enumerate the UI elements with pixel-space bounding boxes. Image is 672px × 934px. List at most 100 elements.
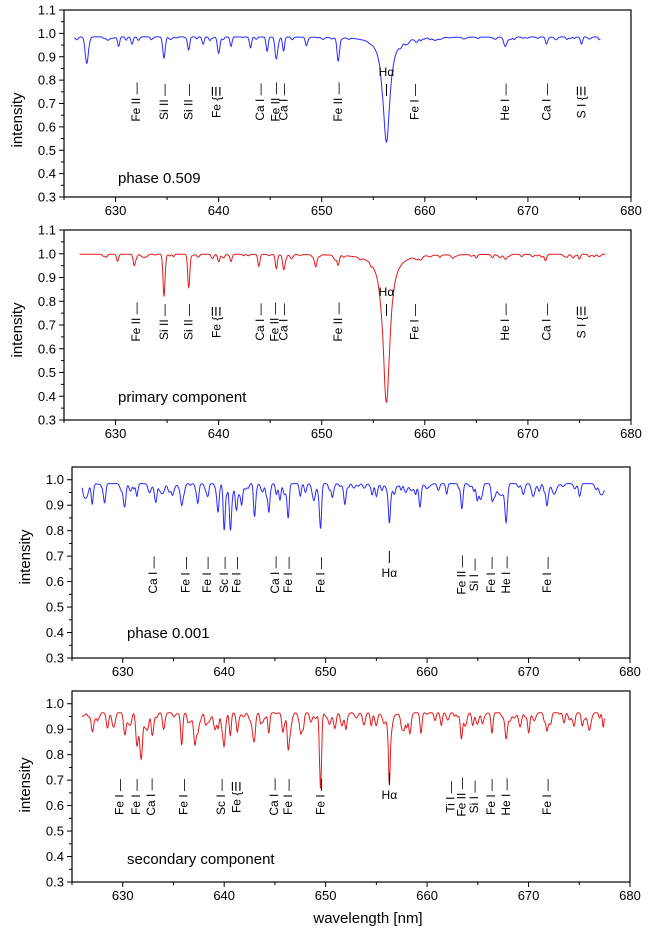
x-tick-label: 680 <box>620 426 642 441</box>
line-id-label: Si II — <box>182 304 196 340</box>
y-tick-label: 0.8 <box>46 747 64 762</box>
y-tick-label: 0.4 <box>46 849 64 864</box>
y-tick-label: 1.0 <box>46 472 64 487</box>
x-tick-label: 630 <box>112 664 134 679</box>
chart-panel-3: 630 640 650 660 670 680 0.3 0.4 0.5 0.6 0.7 0.8 0.9 1… <box>17 466 641 679</box>
panel-annotation: phase 0.001 <box>127 625 210 642</box>
line-id-label: Si II — <box>157 84 171 120</box>
line-id-label: Ca I — <box>277 303 291 340</box>
y-tick-label: 0.8 <box>46 523 64 538</box>
chart-panel-2: 630 640 650 660 670 680 0.3 0.4 0.5 0.6 0.7 0.8 0.9 1… <box>9 223 642 442</box>
panel-annotation: secondary component <box>127 851 275 868</box>
line-id-label: Ca I — <box>253 303 267 340</box>
x-tick-label: 640 <box>213 664 235 679</box>
line-id-label: S I {☰ <box>575 86 589 119</box>
spectrum-line <box>81 483 605 531</box>
line-id-label: Fe I — <box>314 779 328 815</box>
y-tick-label: 0.3 <box>38 190 56 205</box>
line-id-label: Fe II — <box>331 302 345 341</box>
y-tick-label: 0.8 <box>38 73 56 88</box>
y-tick-label: 0.9 <box>46 722 64 737</box>
x-tick-label: 650 <box>311 426 333 441</box>
panels-container: 630 640 650 660 670 680 0.3 0.4 0.5 0.6 0.7 0.8 0.9 1… <box>9 3 642 904</box>
line-id-label: Fe I — <box>484 779 498 815</box>
x-tick-label: 630 <box>105 203 127 218</box>
y-tick-label: 0.5 <box>46 824 64 839</box>
x-tick-label: 670 <box>518 664 540 679</box>
x-tick-label: 650 <box>315 664 337 679</box>
panel-annotation: phase 0.509 <box>118 170 201 187</box>
x-tick-label: 670 <box>517 426 539 441</box>
y-tick-label: 0.5 <box>38 143 56 158</box>
line-id-label: Si I — <box>467 559 481 592</box>
line-id-label: Ca I — <box>277 83 291 120</box>
y-axis-label: intensity <box>9 302 26 358</box>
x-tick-label: 680 <box>619 664 641 679</box>
x-tick-label: 640 <box>213 888 235 903</box>
y-axis-label: intensity <box>17 529 34 585</box>
line-id-label: Sc I — <box>214 779 228 815</box>
line-id-label: Fe I — <box>177 779 191 815</box>
line-id-label: Ti I — <box>443 781 457 813</box>
halpha-label: Hα <box>379 285 395 299</box>
line-id-label: Ca I — <box>144 778 158 815</box>
line-id-label: Fe I — <box>540 557 554 593</box>
line-id-label: Si II — <box>157 304 171 340</box>
spectrum-line <box>79 253 606 403</box>
y-tick-label: 0.4 <box>46 625 64 640</box>
line-id-label: Fe I — <box>484 557 498 593</box>
line-id-label: Ca I — <box>146 556 160 593</box>
line-id-label: Fe I — <box>229 557 243 593</box>
y-tick-label: 0.9 <box>38 270 56 285</box>
line-id-label: Fe II — <box>129 82 143 121</box>
line-id-label: Fe II — <box>267 302 281 341</box>
line-id-label: Ca I — <box>539 303 553 340</box>
plot-frame <box>71 466 631 659</box>
y-tick-label: 0.4 <box>38 389 56 404</box>
line-id-label: He I — <box>499 778 513 815</box>
line-id-label: He I — <box>498 303 512 340</box>
line-id-label: Ca I — <box>253 83 267 120</box>
y-tick-label: 0.7 <box>38 96 56 111</box>
chart-panel-1: 630 640 650 660 670 680 0.3 0.4 0.5 0.6 0.7 0.8 0.9 1… <box>9 3 642 219</box>
line-id-label: Fe II — <box>455 555 469 594</box>
x-tick-label: 630 <box>105 426 127 441</box>
y-tick-label: 0.8 <box>38 294 56 309</box>
line-id-label: Fe II — <box>455 777 469 816</box>
x-tick-label: 650 <box>311 203 333 218</box>
line-id-label: Si I — <box>467 781 481 814</box>
line-id-label: Fe I — <box>408 304 422 340</box>
halpha-label: Hα <box>382 566 398 580</box>
spectrum-line <box>81 712 605 789</box>
line-id-label: Sc I — <box>217 557 231 593</box>
x-tick-label: 670 <box>518 888 540 903</box>
y-tick-label: 1.0 <box>46 696 64 711</box>
line-id-label: Fe I — <box>314 557 328 593</box>
y-tick-label: 0.3 <box>38 413 56 428</box>
x-tick-label: 660 <box>416 888 438 903</box>
x-tick-label: 660 <box>416 664 438 679</box>
line-id-label: Fe {☰ <box>210 86 224 118</box>
y-tick-label: 1.1 <box>38 3 56 18</box>
y-tick-label: 1.1 <box>38 223 56 238</box>
y-tick-label: 0.6 <box>38 119 56 134</box>
line-id-label: Fe I — <box>129 779 143 815</box>
y-tick-label: 0.3 <box>46 651 64 666</box>
y-tick-label: 0.5 <box>38 365 56 380</box>
line-id-label: S I {☰ <box>575 306 589 339</box>
y-tick-label: 0.5 <box>46 600 64 615</box>
halpha-label: Hα <box>379 65 395 79</box>
x-tick-label: 660 <box>414 203 436 218</box>
line-id-label: Si II — <box>182 84 196 120</box>
line-id-label: Fe I — <box>113 779 127 815</box>
halpha-label: Hα <box>382 788 398 802</box>
x-tick-label: 650 <box>315 888 337 903</box>
y-axis-label: intensity <box>17 757 34 813</box>
spectrum-line <box>74 36 601 143</box>
y-tick-label: 0.3 <box>46 875 64 890</box>
x-tick-label: 660 <box>414 426 436 441</box>
x-tick-label: 670 <box>517 203 539 218</box>
line-id-label: Fe II — <box>268 82 282 121</box>
x-tick-label: 630 <box>112 888 134 903</box>
